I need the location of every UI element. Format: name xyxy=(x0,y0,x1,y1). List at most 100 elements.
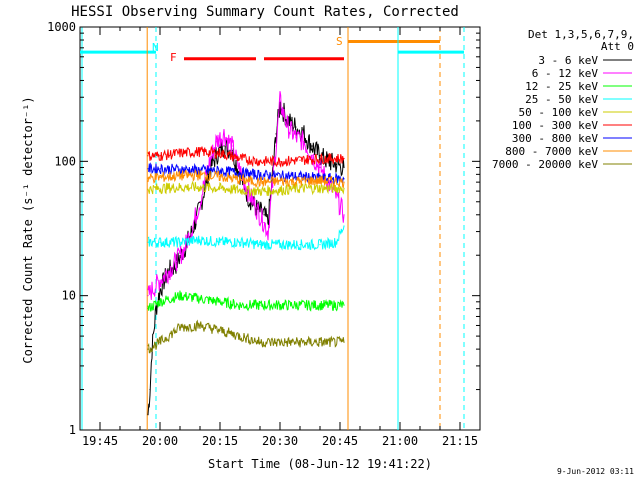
x-tick-label: 20:45 xyxy=(322,434,358,448)
flag-label-f: F xyxy=(170,51,177,64)
data-point xyxy=(259,181,261,183)
data-point xyxy=(343,181,345,183)
data-point xyxy=(319,243,321,246)
series-8 xyxy=(147,319,345,354)
x-tick-label: 21:00 xyxy=(382,434,418,448)
data-point xyxy=(179,175,181,177)
data-point xyxy=(199,174,201,176)
data-point xyxy=(263,214,265,216)
data-point xyxy=(159,301,161,303)
data-point xyxy=(219,241,221,243)
legend-label: 25 - 50 keV xyxy=(525,93,598,106)
series-4 xyxy=(147,180,345,198)
data-point xyxy=(179,295,181,297)
data-point xyxy=(275,145,277,147)
series-3 xyxy=(147,225,345,251)
data-point xyxy=(199,169,201,171)
data-point xyxy=(239,157,241,160)
data-point xyxy=(231,145,233,147)
data-point xyxy=(159,176,161,178)
data-point xyxy=(199,324,201,327)
data-point xyxy=(147,295,149,297)
data-point xyxy=(223,133,225,135)
data-point xyxy=(279,304,281,306)
data-point xyxy=(159,187,161,189)
y-tick-label: 1000 xyxy=(47,20,76,34)
data-point xyxy=(239,179,241,181)
y-tick-label: 100 xyxy=(54,154,76,168)
data-point xyxy=(147,348,149,350)
data-point xyxy=(219,329,221,332)
data-point xyxy=(239,172,241,174)
timestamp: 9-Jun-2012 03:11 xyxy=(557,467,634,476)
data-point xyxy=(259,174,261,176)
legend-label: 3 - 6 keV xyxy=(538,54,598,67)
data-series xyxy=(147,91,345,416)
data-point xyxy=(319,155,321,157)
data-point xyxy=(335,163,337,165)
data-point xyxy=(335,241,337,243)
x-axis: 19:45 20:00 20:15 20:30 20:45 21:00 21:15 xyxy=(79,27,481,448)
data-point xyxy=(335,195,337,197)
data-point xyxy=(219,175,221,178)
data-point xyxy=(175,260,177,262)
instrument-flags xyxy=(80,39,464,61)
data-point xyxy=(263,221,265,224)
data-point xyxy=(311,155,313,157)
series-line xyxy=(147,145,345,168)
data-point xyxy=(279,100,281,102)
legend-label: 100 - 300 keV xyxy=(512,119,598,132)
chart-title: HESSI Observing Summary Count Rates, Cor… xyxy=(71,4,459,20)
data-point xyxy=(299,180,301,182)
data-point xyxy=(279,175,281,177)
data-point xyxy=(343,341,345,343)
data-point xyxy=(239,170,241,172)
data-point xyxy=(179,241,181,243)
data-point xyxy=(147,155,149,157)
data-point xyxy=(147,168,149,170)
data-point xyxy=(319,166,321,169)
series-2 xyxy=(147,290,345,312)
series-7 xyxy=(147,168,345,189)
data-point xyxy=(275,133,277,135)
data-point xyxy=(319,341,321,343)
data-point xyxy=(259,341,261,343)
data-point xyxy=(147,177,149,179)
y-axis-title: Corrected Count Rate (s⁻¹ detector⁻¹) xyxy=(21,96,35,363)
data-point xyxy=(343,166,345,169)
legend-header-2: Att 0 xyxy=(601,40,634,53)
data-point xyxy=(259,304,261,306)
event-lines xyxy=(81,27,465,430)
data-point xyxy=(179,152,181,154)
data-point xyxy=(159,241,161,243)
data-point xyxy=(179,168,181,171)
data-point xyxy=(299,243,301,246)
data-point xyxy=(179,186,181,188)
data-point xyxy=(219,170,221,172)
data-point xyxy=(279,189,281,191)
data-point xyxy=(239,335,241,337)
data-point xyxy=(319,157,321,160)
y-axis: 1 10 100 1000 xyxy=(47,20,480,437)
data-point xyxy=(299,304,301,306)
data-point xyxy=(319,187,321,189)
x-tick-label: 19:45 xyxy=(82,434,118,448)
x-tick-label: 20:15 xyxy=(202,434,238,448)
data-point xyxy=(159,341,161,343)
data-point xyxy=(343,157,345,160)
legend-label: 300 - 800 keV xyxy=(512,132,598,145)
legend-label: 12 - 25 keV xyxy=(525,80,598,93)
data-point xyxy=(247,190,249,192)
data-point xyxy=(343,225,345,227)
data-point xyxy=(199,239,201,241)
data-point xyxy=(147,241,149,243)
data-point xyxy=(155,308,157,310)
data-point xyxy=(159,279,161,281)
data-point xyxy=(299,175,301,178)
data-point xyxy=(183,249,185,251)
data-point xyxy=(239,304,241,306)
data-point xyxy=(279,341,281,343)
data-point xyxy=(199,201,201,203)
y-tick-label: 10 xyxy=(62,289,76,303)
series-line xyxy=(147,180,345,198)
